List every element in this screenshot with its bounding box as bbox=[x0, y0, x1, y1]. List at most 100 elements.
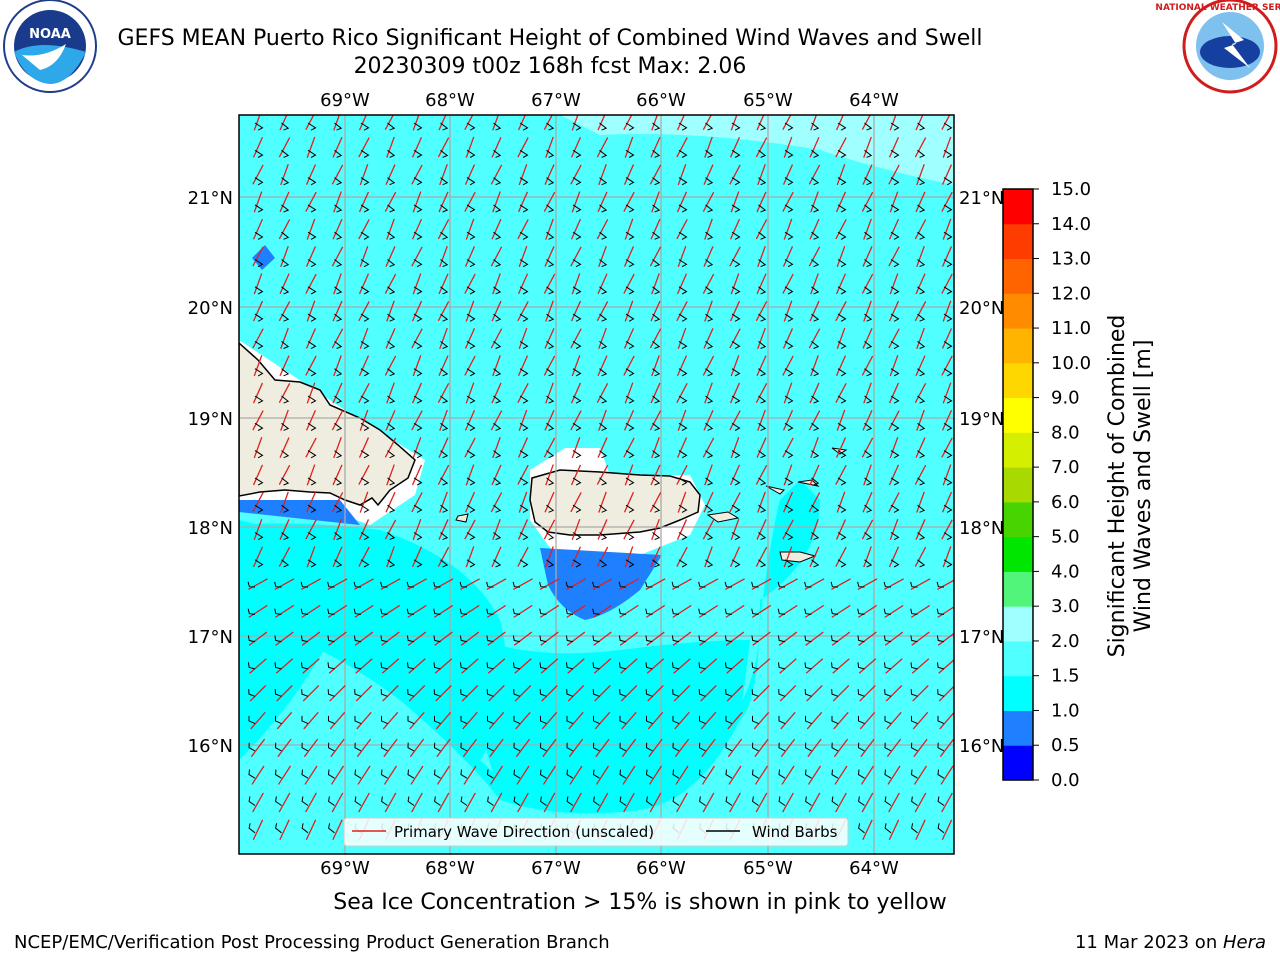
wind-barb bbox=[493, 286, 502, 295]
wave-direction-arrow bbox=[835, 137, 847, 158]
wave-direction-arrow bbox=[942, 382, 952, 404]
wind-barb bbox=[572, 313, 582, 322]
wave-direction-arrow bbox=[729, 328, 741, 349]
wind-barb bbox=[566, 742, 574, 752]
wind-barb bbox=[380, 662, 388, 670]
wave-direction-arrow bbox=[646, 658, 665, 674]
wind-barb bbox=[804, 769, 812, 779]
wind-barb bbox=[281, 395, 290, 404]
wind-barb bbox=[466, 286, 476, 295]
wind-barb bbox=[513, 715, 521, 725]
wave-direction-arrow bbox=[437, 382, 450, 404]
wind-barb bbox=[466, 340, 476, 350]
wind-barb bbox=[725, 742, 733, 752]
wind-barb bbox=[519, 504, 529, 513]
wave-direction-arrow bbox=[783, 546, 793, 568]
colorbar-tick-label: 10.0 bbox=[1051, 353, 1091, 374]
wave-direction-arrow bbox=[676, 792, 688, 813]
wind-barb bbox=[592, 689, 600, 697]
wave-direction-arrow bbox=[835, 191, 847, 213]
wind-barb bbox=[248, 742, 256, 752]
wave-direction-arrow bbox=[490, 246, 503, 267]
wind-barb bbox=[705, 286, 714, 295]
wave-direction-arrow bbox=[439, 164, 448, 186]
wave-direction-arrow bbox=[888, 464, 900, 486]
wave-direction-arrow bbox=[941, 437, 953, 458]
wave-direction-arrow bbox=[778, 604, 798, 618]
wave-direction-arrow bbox=[914, 464, 927, 485]
wind-barb bbox=[327, 581, 335, 588]
wave-direction-arrow bbox=[751, 578, 772, 591]
wind-barb bbox=[943, 149, 953, 158]
wind-barb bbox=[731, 204, 741, 213]
wind-barb bbox=[705, 259, 714, 268]
wave-direction-arrow bbox=[411, 164, 423, 185]
wind-barb bbox=[281, 313, 290, 322]
wind-barb bbox=[254, 340, 264, 350]
wind-barb bbox=[413, 204, 423, 213]
wind-barb bbox=[433, 689, 441, 697]
wind-barb bbox=[572, 504, 582, 513]
wind-barb bbox=[301, 796, 309, 806]
wave-direction-arrow bbox=[835, 219, 847, 240]
wave-direction-arrow bbox=[783, 136, 793, 158]
wave-direction-arrow bbox=[596, 382, 609, 404]
wave-direction-arrow bbox=[438, 519, 449, 540]
wave-direction-arrow bbox=[596, 219, 609, 240]
wind-barb bbox=[698, 662, 706, 670]
wave-direction-arrow bbox=[862, 328, 873, 349]
wave-direction-arrow bbox=[857, 604, 878, 618]
wave-direction-arrow bbox=[782, 164, 794, 185]
wind-barb bbox=[334, 286, 343, 295]
wave-direction-arrow bbox=[492, 437, 501, 459]
wind-barb bbox=[758, 395, 767, 404]
footer-credit: NCEP/EMC/Verification Post Processing Pr… bbox=[14, 932, 610, 953]
wave-direction-arrow bbox=[492, 115, 500, 131]
wave-direction-arrow bbox=[730, 273, 740, 295]
wave-direction-arrow bbox=[888, 300, 900, 322]
wind-barb bbox=[407, 715, 415, 725]
wind-barb bbox=[890, 422, 900, 431]
wind-barb bbox=[917, 149, 926, 158]
wave-direction-arrow bbox=[306, 546, 316, 568]
wind-barb bbox=[540, 796, 547, 806]
wind-barb bbox=[943, 395, 953, 404]
noaa-logo: NOAA bbox=[3, 0, 97, 93]
wave-direction-arrow bbox=[624, 546, 634, 568]
wave-direction-arrow bbox=[757, 327, 766, 349]
wind-barb bbox=[307, 477, 317, 486]
lat-label-left: 17°N bbox=[188, 627, 233, 648]
wind-barb bbox=[937, 742, 945, 752]
wave-direction-arrow bbox=[727, 711, 743, 730]
wave-direction-arrow bbox=[278, 301, 291, 322]
wind-barb bbox=[618, 635, 627, 643]
wind-barb bbox=[758, 450, 767, 459]
colorbar-segment bbox=[1003, 397, 1033, 433]
wind-barb bbox=[599, 204, 608, 213]
wind-barb bbox=[599, 313, 608, 322]
wind-barb bbox=[360, 340, 370, 350]
wave-direction-arrow bbox=[518, 245, 528, 268]
wave-direction-arrow bbox=[804, 604, 825, 618]
wind-barb bbox=[751, 742, 759, 752]
wave-direction-arrow bbox=[411, 246, 423, 267]
wind-barb bbox=[406, 608, 415, 615]
wind-barb bbox=[784, 477, 794, 486]
wind-barb bbox=[254, 149, 264, 158]
wave-direction-arrow bbox=[910, 578, 931, 591]
wave-direction-arrow bbox=[332, 819, 343, 841]
wave-direction-arrow bbox=[595, 765, 610, 785]
wave-direction-arrow bbox=[411, 218, 423, 240]
colorbar-segment bbox=[1003, 432, 1033, 468]
wind-barb bbox=[943, 177, 953, 186]
wind-barb bbox=[784, 286, 794, 295]
colorbar-tick-label: 0.0 bbox=[1051, 770, 1080, 791]
wind-barb bbox=[387, 450, 396, 459]
wind-barb bbox=[512, 635, 521, 643]
wave-direction-arrow bbox=[702, 355, 715, 376]
wind-barb bbox=[943, 504, 953, 513]
wave-direction-arrow bbox=[488, 685, 505, 702]
wind-barb bbox=[864, 259, 873, 268]
wind-barb bbox=[327, 689, 335, 697]
wave-direction-arrow bbox=[809, 136, 820, 158]
